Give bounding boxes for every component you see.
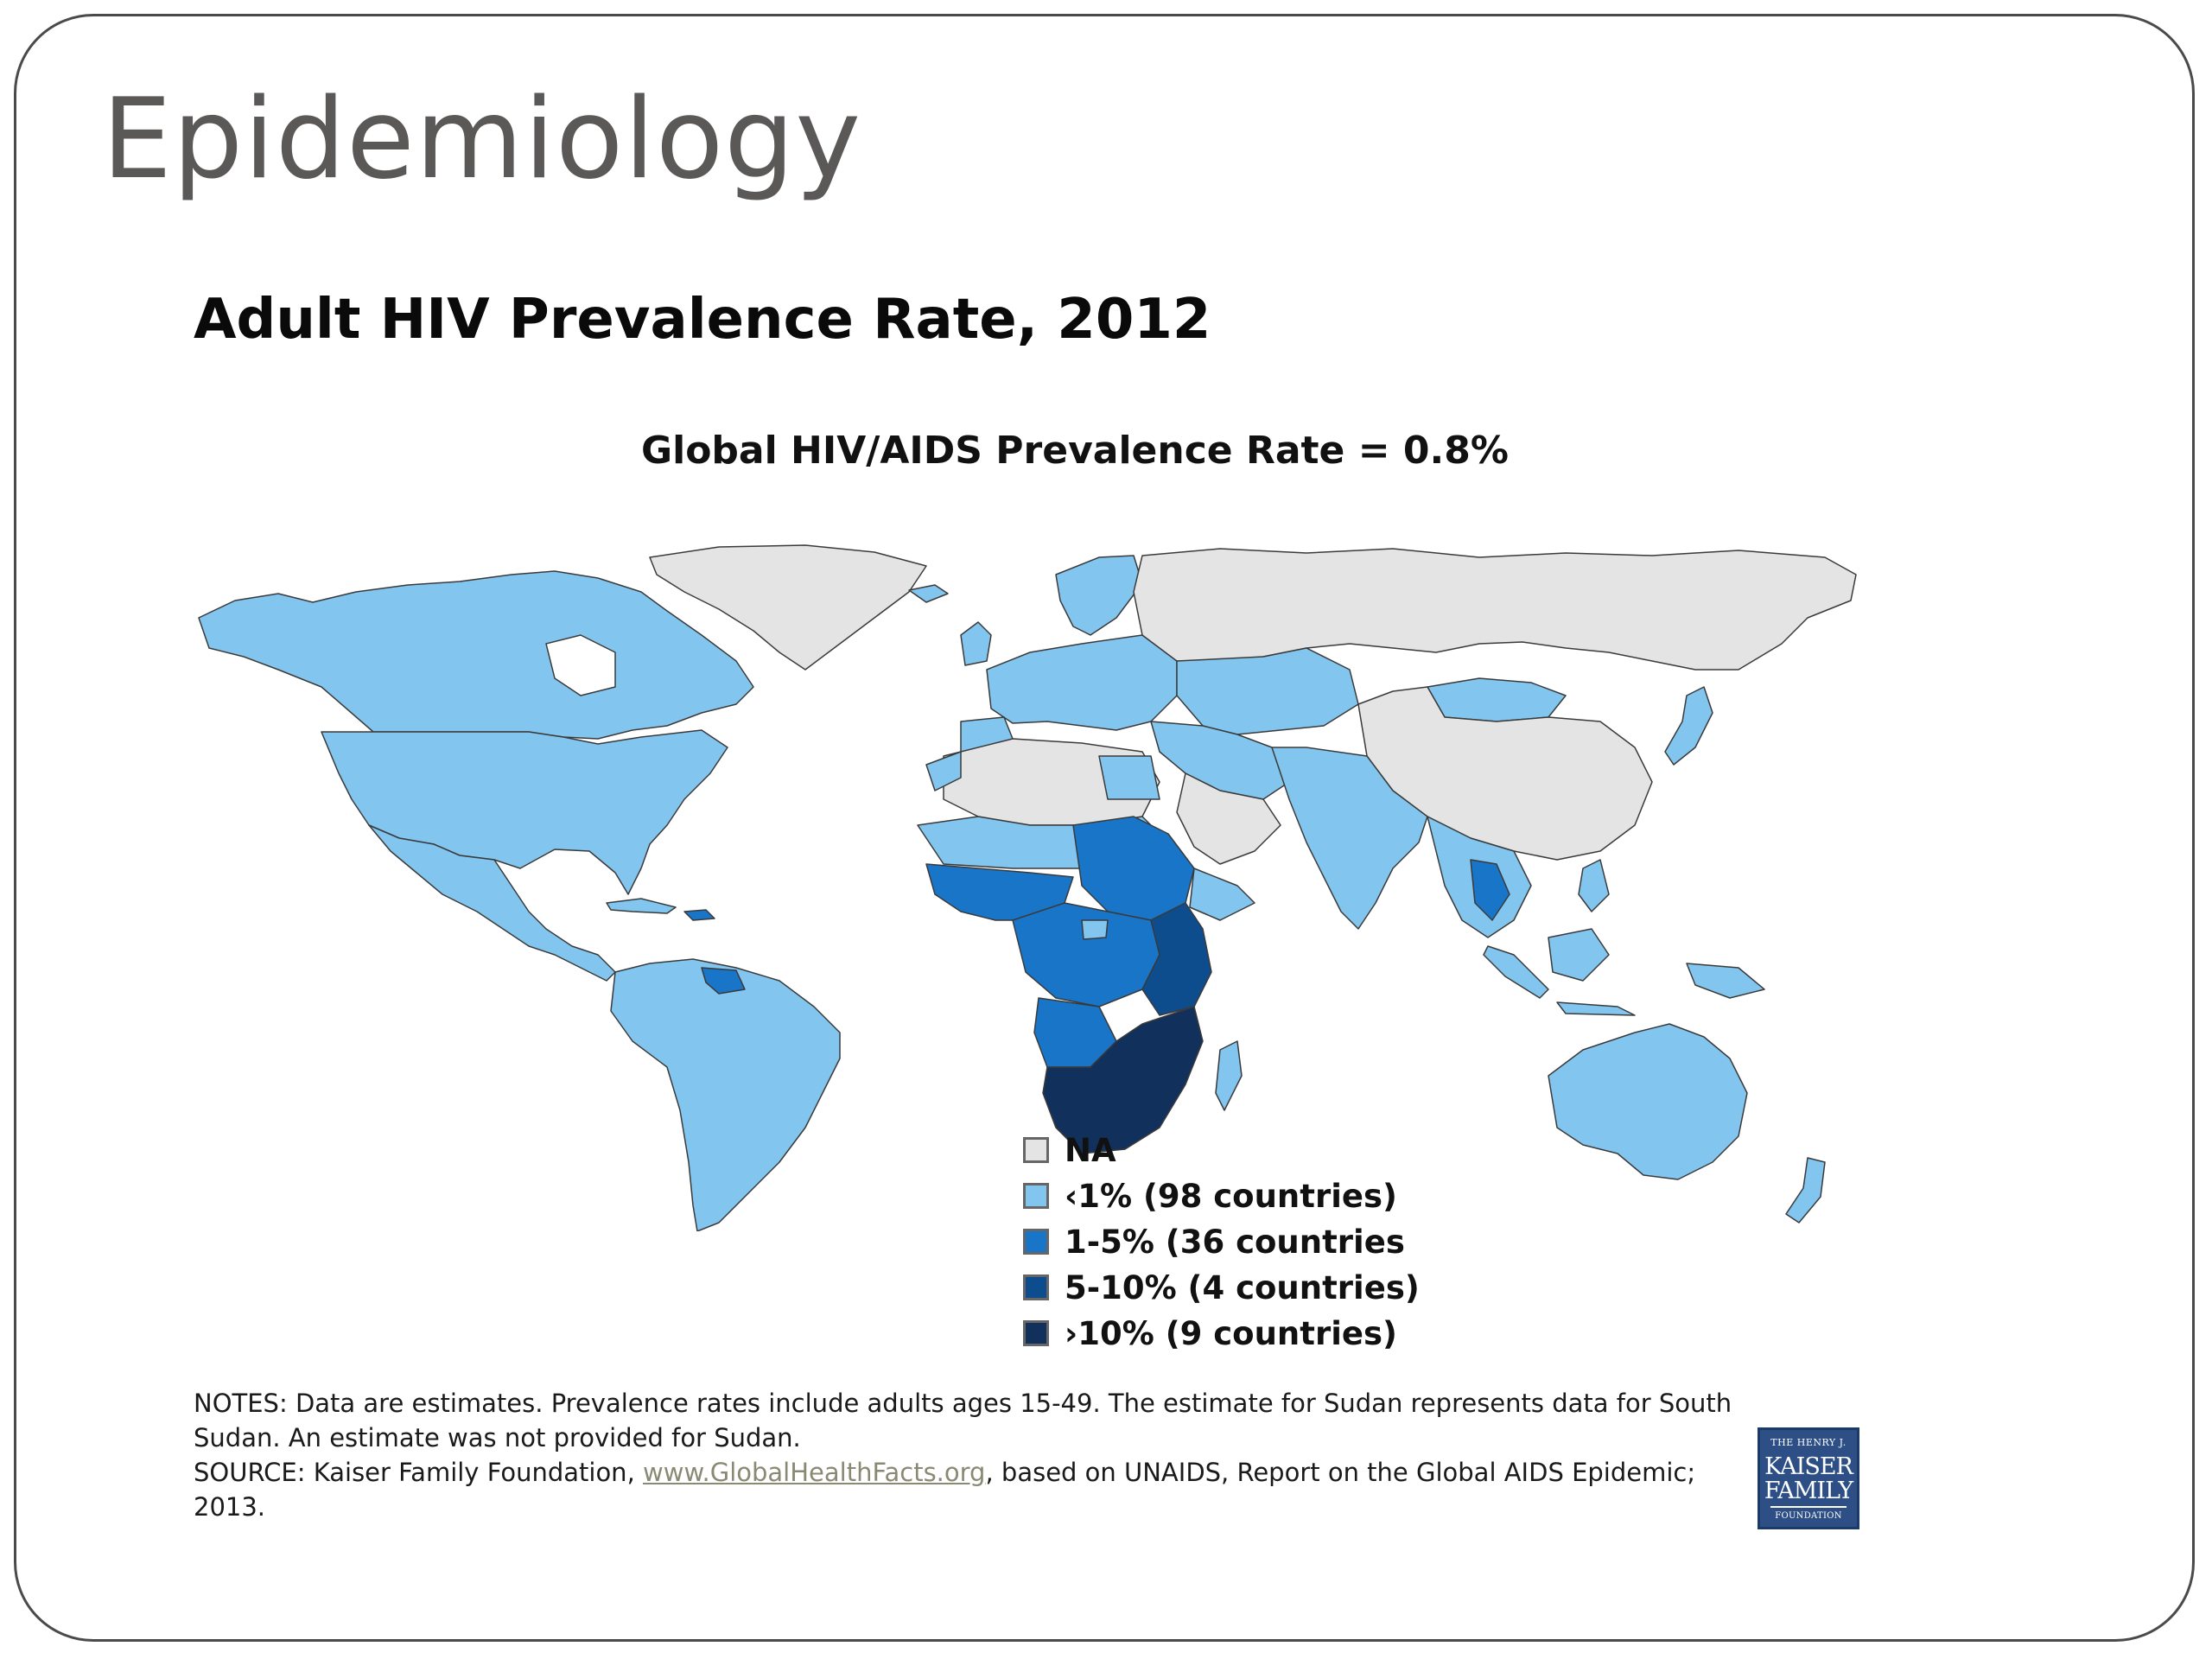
- legend-swatch-lt1: [1023, 1183, 1049, 1209]
- slide-title: Epidemiology: [102, 75, 862, 204]
- region-hispaniola: [683, 909, 715, 921]
- region-morocco: [925, 751, 962, 791]
- region-sudan-east: [1072, 816, 1195, 921]
- region-middle-east: [1150, 721, 1290, 800]
- logo-line-3: FAMILY: [1764, 1478, 1853, 1504]
- region-central-asia: [1176, 647, 1359, 735]
- region-cameroon-gap: [1081, 919, 1109, 940]
- region-canada: [198, 570, 754, 740]
- region-philippines: [1578, 859, 1610, 912]
- region-hudson-bay: [545, 634, 616, 696]
- region-greenland: [649, 544, 927, 671]
- legend-item-5to10: 5-10% (4 countries): [1023, 1266, 1420, 1309]
- region-new-zealand: [1785, 1157, 1826, 1224]
- region-europe: [986, 634, 1178, 731]
- region-caribbean: [606, 898, 677, 914]
- region-borneo: [1548, 928, 1610, 982]
- legend-label-lt1: ‹1% (98 countries): [1065, 1177, 1397, 1215]
- region-new-guinea: [1686, 963, 1765, 999]
- legend-label-na: NA: [1065, 1131, 1116, 1169]
- legend-item-1to5: 1-5% (36 countries: [1023, 1220, 1420, 1263]
- world-map: [183, 540, 1858, 1231]
- region-horn: [1189, 868, 1255, 921]
- region-madagascar: [1215, 1040, 1243, 1111]
- source-prefix: SOURCE: Kaiser Family Foundation,: [194, 1458, 644, 1487]
- region-central-africa: [1012, 902, 1160, 1007]
- map-title: Adult HIV Prevalence Rate, 2012: [194, 288, 1211, 352]
- region-southern-africa: [1042, 1006, 1204, 1154]
- region-scandinavia: [1055, 555, 1143, 636]
- legend-item-na: NA: [1023, 1128, 1420, 1172]
- logo-line-4: FOUNDATION: [1775, 1511, 1842, 1521]
- region-sumatra: [1483, 945, 1549, 999]
- region-mongolia: [1427, 677, 1567, 722]
- region-uk: [960, 621, 992, 666]
- source-line: SOURCE: Kaiser Family Foundation, www.Gl…: [194, 1455, 1740, 1524]
- kff-logo: THE HENRY J. KAISER FAMILY FOUNDATION: [1758, 1427, 1859, 1529]
- map-subtitle: Global HIV/AIDS Prevalence Rate = 0.8%: [641, 429, 1509, 473]
- world-map-svg: [198, 544, 1857, 1231]
- legend-item-lt1: ‹1% (98 countries): [1023, 1174, 1420, 1217]
- legend-swatch-1to5: [1023, 1229, 1049, 1255]
- legend-swatch-gt10: [1023, 1320, 1049, 1346]
- legend-label-5to10: 5-10% (4 countries): [1065, 1268, 1420, 1306]
- logo-rule: [1770, 1506, 1847, 1508]
- legend-item-gt10: ›10% (9 countries): [1023, 1312, 1420, 1355]
- region-usa: [321, 729, 728, 895]
- source-suffix: , based on UNAIDS, Report on the Global …: [194, 1458, 1696, 1522]
- region-japan: [1664, 686, 1713, 766]
- region-thailand: [1470, 859, 1510, 921]
- legend-label-gt10: ›10% (9 countries): [1065, 1314, 1397, 1352]
- region-egypt: [1098, 755, 1160, 800]
- notes-text: NOTES: Data are estimates. Prevalence ra…: [194, 1389, 1732, 1452]
- legend-swatch-na: [1023, 1137, 1049, 1163]
- notes-block: NOTES: Data are estimates. Prevalence ra…: [194, 1386, 1740, 1524]
- logo-line-2: KAISER: [1764, 1453, 1853, 1480]
- map-legend: NA ‹1% (98 countries) 1-5% (36 countries…: [1023, 1128, 1420, 1357]
- legend-label-1to5: 1-5% (36 countries: [1065, 1223, 1405, 1261]
- region-india: [1271, 747, 1428, 930]
- legend-swatch-5to10: [1023, 1274, 1049, 1300]
- region-australia: [1548, 1023, 1748, 1180]
- region-iceland: [908, 584, 949, 603]
- region-guyana: [701, 967, 746, 995]
- logo-line-1: THE HENRY J.: [1770, 1437, 1847, 1448]
- region-south-america: [610, 958, 841, 1231]
- region-russia: [1133, 548, 1857, 671]
- region-arabia: [1176, 772, 1281, 865]
- region-java: [1556, 1001, 1636, 1016]
- source-link[interactable]: www.GlobalHealthFacts.org: [643, 1458, 986, 1487]
